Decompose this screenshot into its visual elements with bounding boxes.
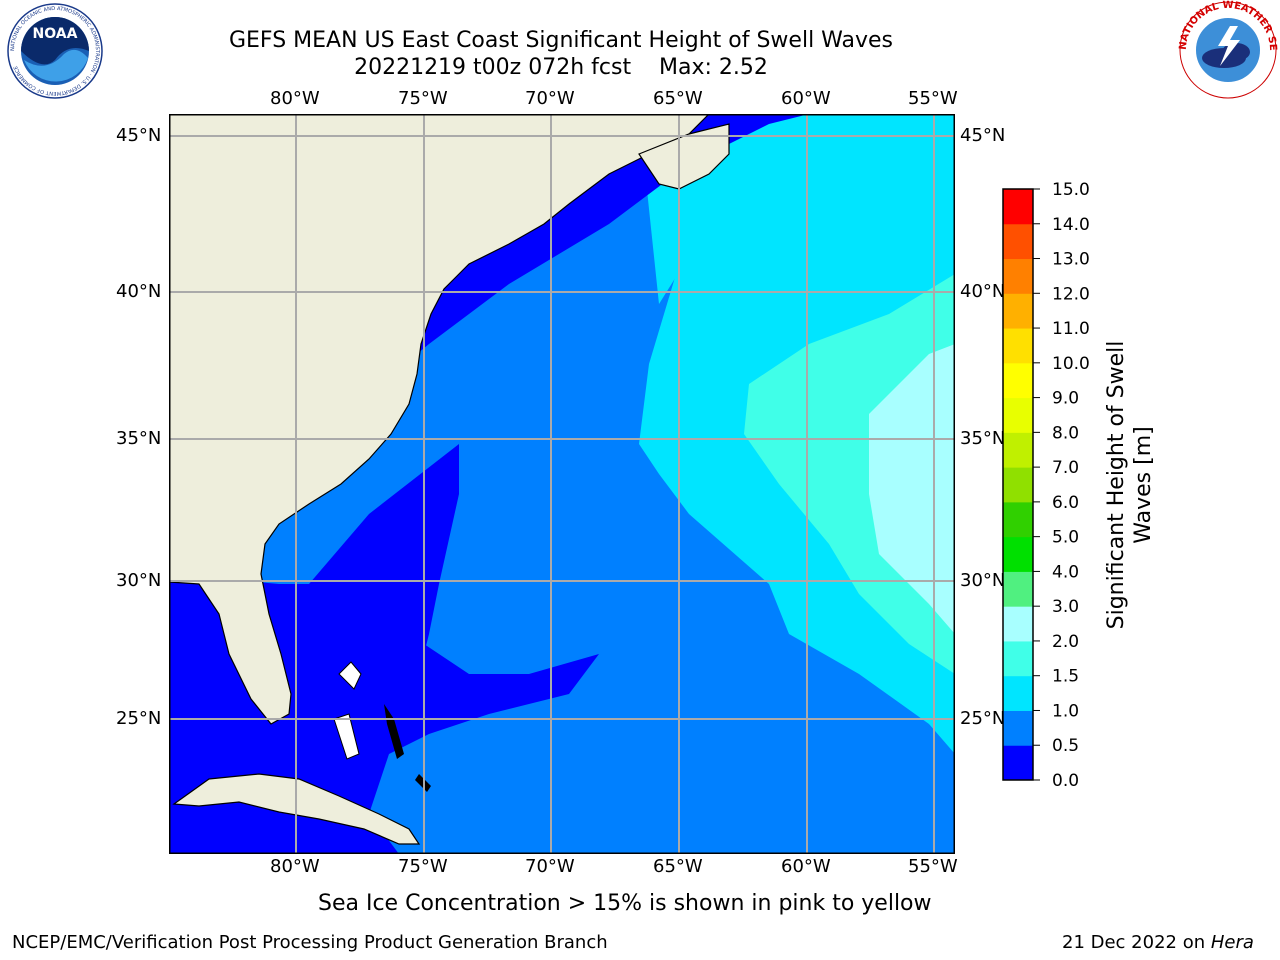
colorbar-tick-label: 3.0 [1052, 597, 1079, 617]
map-frame [169, 114, 955, 854]
colorbar-tick-label: 11.0 [1052, 319, 1090, 339]
lon-tick-bottom-55w: 55°W [908, 856, 958, 877]
colorbar-tick-label: 8.0 [1052, 423, 1079, 443]
colorbar-swatch [1003, 536, 1033, 572]
lat-tick-left-35n: 35°N [116, 428, 162, 449]
map-gridlines [169, 114, 955, 854]
lat-tick-right-30n: 30°N [960, 570, 1006, 591]
lon-tick-top-60w: 60°W [781, 88, 831, 109]
colorbar-tick-label: 1.0 [1052, 701, 1079, 721]
colorbar-swatch [1003, 606, 1033, 642]
colorbar-swatch [1003, 258, 1033, 294]
lon-tick-top-80w: 80°W [270, 88, 320, 109]
colorbar-label: Significant Height of Swell Waves [m] [1104, 341, 1156, 630]
colorbar-tick-label: 14.0 [1052, 215, 1090, 235]
lon-tick-top-70w: 70°W [525, 88, 575, 109]
colorbar-tick-label: 2.0 [1052, 632, 1079, 652]
nws-logo: NATIONAL WEATHER SERVICE [1178, 0, 1278, 99]
lon-tick-bottom-70w: 70°W [525, 856, 575, 877]
lon-tick-top-55w: 55°W [908, 88, 958, 109]
colorbar-swatch [1003, 710, 1033, 746]
colorbar-swatch [1003, 432, 1033, 468]
colorbar-tick-label: 13.0 [1052, 250, 1090, 270]
lat-tick-right-40n: 40°N [960, 281, 1006, 302]
colorbar-tick-label: 0.5 [1052, 736, 1079, 756]
colorbar-swatch [1003, 328, 1033, 364]
lon-tick-top-75w: 75°W [398, 88, 448, 109]
footer-date: 21 Dec 2022 on Hera [1062, 932, 1254, 953]
colorbar-label-line1: Significant Height of Swell [1104, 341, 1129, 630]
colorbar: 0.0 0.5 1.0 1.5 2.0 3.0 4.0 5.0 6.0 7.0 8.0 9.0 10.0… [1002, 180, 1090, 790]
lat-tick-left-40n: 40°N [116, 281, 162, 302]
colorbar-tick-label: 6.0 [1052, 493, 1079, 513]
lon-tick-bottom-65w: 65°W [653, 856, 703, 877]
colorbar-swatch [1003, 640, 1033, 677]
colorbar-swatch [1003, 501, 1033, 538]
lat-tick-left-45n: 45°N [116, 125, 162, 146]
noaa-logo-text: NOAA [33, 26, 78, 42]
colorbar-tick-label: 10.0 [1052, 354, 1090, 374]
footer-branch: NCEP/EMC/Verification Post Processing Pr… [12, 932, 608, 953]
colorbar-swatch [1003, 745, 1033, 781]
colorbar-swatch [1003, 293, 1033, 329]
map-title-line2: 20221219 t00z 072h fcst Max: 2.52 [354, 55, 768, 80]
north-america-land [169, 114, 710, 725]
footer-date-text: 21 Dec 2022 on [1062, 932, 1206, 953]
sea-ice-note: Sea Ice Concentration > 15% is shown in … [318, 891, 932, 916]
colorbar-frame [1002, 188, 1034, 781]
noaa-logo: NOAA NATIONAL OCEANIC AND ATMOSPHERIC AD… [7, 3, 103, 99]
map-title-line1: GEFS MEAN US East Coast Significant Heig… [228, 28, 894, 53]
colorbar-swatch [1003, 189, 1033, 225]
colorbar-tick-label: 15.0 [1052, 180, 1090, 200]
colorbar-tick-label: 9.0 [1052, 389, 1079, 409]
lat-tick-left-25n: 25°N [116, 708, 162, 729]
colorbar-tick-label: 5.0 [1052, 528, 1079, 548]
colorbar-tick-label: 4.0 [1052, 562, 1079, 582]
colorbar-label-line2: Waves [m] [1131, 426, 1156, 543]
colorbar-swatch [1003, 675, 1033, 711]
lat-tick-right-35n: 35°N [960, 428, 1006, 449]
lon-tick-top-65w: 65°W [653, 88, 703, 109]
colorbar-swatch [1003, 223, 1033, 260]
colorbar-tick-label: 1.5 [1052, 667, 1079, 687]
lon-tick-bottom-60w: 60°W [781, 856, 831, 877]
footer-host: Hera [1210, 932, 1254, 953]
lat-tick-left-30n: 30°N [116, 570, 162, 591]
colorbar-swatch [1003, 467, 1033, 503]
colorbar-tick-label: 0.0 [1052, 771, 1079, 790]
nova-scotia-land [638, 123, 730, 190]
swell-height-map [169, 114, 955, 854]
lon-tick-bottom-75w: 75°W [398, 856, 448, 877]
colorbar-swatch [1003, 362, 1033, 399]
lat-tick-right-25n: 25°N [960, 708, 1006, 729]
colorbar-swatch [1003, 571, 1033, 607]
colorbar-swatch [1003, 397, 1033, 433]
lon-tick-bottom-80w: 80°W [270, 856, 320, 877]
colorbar-tick-label: 7.0 [1052, 458, 1079, 478]
lat-tick-right-45n: 45°N [960, 125, 1006, 146]
colorbar-tick-label: 12.0 [1052, 284, 1090, 304]
